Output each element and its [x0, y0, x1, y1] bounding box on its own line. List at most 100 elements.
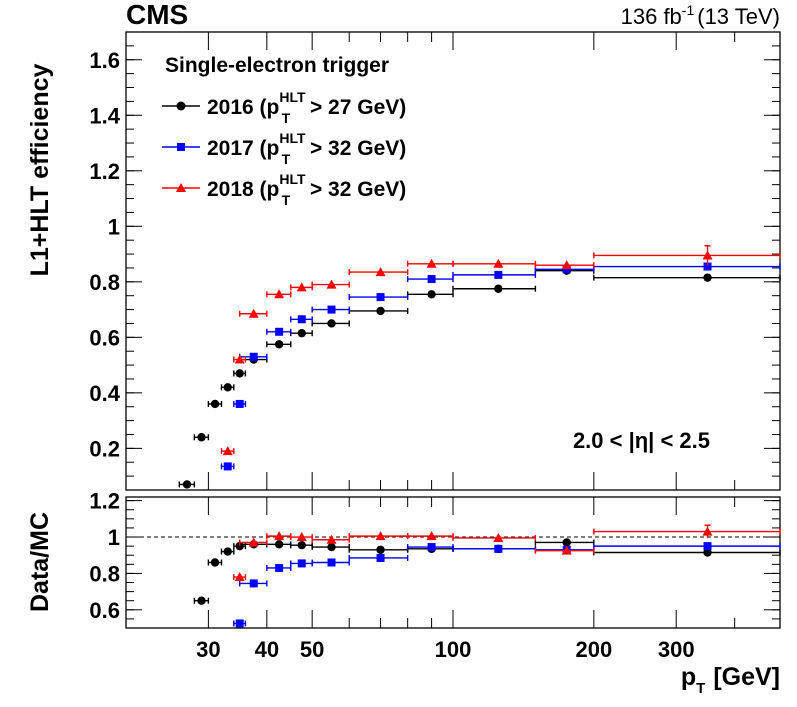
top-point-2017 [427, 275, 436, 284]
top-point-2018 [561, 260, 572, 270]
x-tick-label: 30 [196, 637, 220, 662]
ratio-point-2017 [703, 542, 712, 551]
ratio-point-2016 [274, 540, 284, 549]
top-ytick-label: 1 [108, 214, 120, 239]
ratio-point-2018 [274, 531, 285, 541]
legend-entry-2016: 2016 (pHLT T > 27 GeV) [162, 89, 406, 126]
top-point-2018 [326, 279, 337, 289]
top-point-2017 [494, 270, 503, 279]
top-ytick-label: 0.8 [89, 270, 120, 295]
top-point-2018 [375, 267, 386, 277]
ratio-point-2016 [562, 538, 571, 547]
top-point-2016 [297, 328, 306, 338]
top-ytick-label: 1.6 [89, 48, 120, 73]
top-point-2016 [197, 433, 206, 442]
ratio-series-2018 [233, 524, 781, 582]
ratio-ytick-label: 1 [108, 525, 120, 550]
lumi-energy: (13 TeV) [697, 4, 780, 29]
lumi-label: 136 fb-1 (13 TeV) [621, 2, 780, 29]
top-series-2018 [220, 245, 781, 456]
top-ytick-label: 0.4 [89, 381, 120, 406]
top-point-2018 [426, 258, 437, 268]
ratio-point-2017 [327, 558, 336, 567]
x-tick-label: 50 [300, 637, 324, 662]
x-tick-label: 100 [435, 637, 472, 662]
top-ytick-label: 1.2 [89, 159, 120, 184]
legend-label-2016: 2016 (pHLT T > 27 GeV) [207, 89, 406, 126]
top-point-2018 [274, 289, 285, 299]
top-point-2017 [275, 327, 284, 336]
ratio-ytick-label: 1.2 [89, 489, 120, 514]
top-point-2018 [702, 250, 713, 260]
ratio-ytick-label: 0.6 [89, 598, 120, 623]
top-ylabel: L1+HLT efficiency [26, 64, 54, 277]
ratio-point-2017 [297, 559, 306, 568]
x-tick-label: 300 [658, 637, 695, 662]
lumi-value: 136 fb [621, 4, 682, 29]
top-ytick-label: 0.6 [89, 325, 120, 350]
ratio-ylabel: Data/MC [26, 512, 54, 612]
eta-region-label: 2.0 < |η| < 2.5 [573, 428, 710, 453]
legend-entry-2017: 2017 (pHLT T > 32 GeV) [162, 130, 406, 167]
ratio-point-2018 [426, 531, 437, 541]
lumi-exponent: -1 [682, 2, 695, 18]
ratio-point-2018 [375, 531, 386, 541]
ratio-ytick-label: 0.8 [89, 561, 120, 586]
legend: Single-electron trigger 2016 (pHLT T > 27… [162, 54, 406, 208]
top-point-2016 [182, 480, 192, 489]
ratio-point-2016 [223, 547, 232, 556]
ratio-point-2018 [248, 537, 259, 547]
top-point-2016 [210, 399, 220, 409]
cms-label: CMS [126, 0, 188, 30]
ratio-frame [125, 496, 781, 629]
ratio-point-2017 [494, 544, 503, 553]
top-series-2016 [178, 266, 781, 489]
ratio-point-2016 [327, 542, 336, 552]
top-ytick-label: 1.4 [89, 103, 120, 128]
top-point-2017 [223, 462, 232, 471]
legend-marker-2016 [176, 101, 186, 111]
top-point-2016 [703, 273, 712, 282]
ratio-point-2017 [427, 543, 436, 552]
legend-entry-2018: 2018 (pHLT T > 32 GeV) [162, 171, 406, 208]
top-point-2017 [327, 305, 336, 314]
x-tick-label: 200 [575, 637, 612, 662]
top-point-2017 [703, 262, 712, 271]
top-point-2016 [494, 284, 503, 293]
ratio-point-2018 [702, 526, 713, 536]
x-tick-label: 40 [255, 637, 279, 662]
top-point-2016 [235, 369, 244, 378]
ratio-point-2016 [197, 596, 206, 605]
top-point-2018 [248, 308, 259, 318]
ratio-point-2018 [561, 545, 572, 555]
ratio-point-2016 [210, 558, 220, 567]
ratio-point-2018 [326, 534, 337, 544]
legend-marker-2018 [176, 183, 186, 192]
top-point-2018 [493, 258, 504, 268]
ratio-point-2016 [376, 545, 385, 554]
ratio-point-2018 [493, 532, 504, 542]
top-point-2018 [234, 354, 245, 364]
top-point-2017 [297, 315, 306, 324]
legend-marker-2017 [177, 143, 185, 151]
top-ytick-label: 0.2 [89, 436, 120, 461]
top-point-2016 [223, 383, 232, 392]
top-point-2016 [376, 306, 385, 316]
top-point-2018 [296, 282, 307, 292]
top-point-2017 [376, 293, 385, 302]
top-point-2017 [249, 352, 258, 361]
legend-title: Single-electron trigger [165, 54, 389, 77]
x-axis-label: pT [GeV] [681, 663, 780, 697]
ratio-point-2017 [235, 619, 244, 628]
ratio-point-2018 [234, 572, 245, 582]
top-point-2016 [274, 340, 284, 349]
top-point-2016 [427, 290, 436, 299]
ratio-point-2017 [376, 553, 385, 562]
legend-label-2018: 2018 (pHLT T > 32 GeV) [207, 171, 406, 208]
ratio-point-2016 [703, 548, 712, 557]
top-point-2016 [327, 319, 336, 328]
ratio-point-2017 [275, 563, 284, 572]
top-point-2017 [562, 265, 571, 274]
ratio-point-2017 [249, 579, 258, 588]
